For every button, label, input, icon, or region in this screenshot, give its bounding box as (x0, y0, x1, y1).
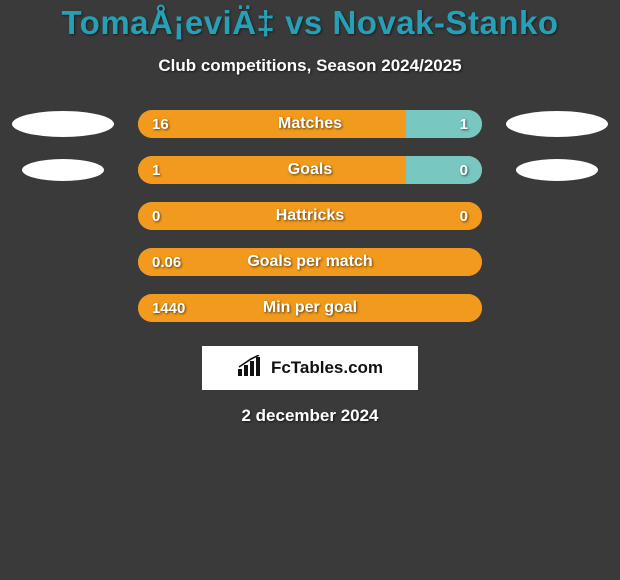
player-ellipse-right (506, 111, 608, 137)
player-ellipse-right (516, 159, 598, 181)
stat-value-left: 0 (152, 202, 160, 230)
stat-bar: Min per goal1440 (138, 294, 482, 322)
ellipse-slot-right (502, 159, 612, 181)
stat-value-right: 0 (460, 202, 468, 230)
stat-value-right: 1 (460, 110, 468, 138)
bar-left-segment (138, 294, 482, 322)
bar-right-segment (406, 110, 482, 138)
date-text: 2 december 2024 (0, 406, 620, 426)
stat-bar: Goals10 (138, 156, 482, 184)
bar-left-segment (138, 248, 482, 276)
stat-row: Min per goal1440 (0, 294, 620, 322)
stat-row: Goals per match0.06 (0, 248, 620, 276)
comparison-card: TomaÅ¡eviÄ‡ vs Novak-Stanko Club competi… (0, 0, 620, 580)
stat-row: Matches161 (0, 110, 620, 138)
stat-bar: Goals per match0.06 (138, 248, 482, 276)
bar-left-segment (138, 202, 482, 230)
ellipse-slot-left (8, 111, 118, 137)
ellipse-slot-right (502, 111, 612, 137)
ellipse-slot-left (8, 159, 118, 181)
bar-left-segment (138, 110, 406, 138)
brand-badge: FcTables.com (202, 346, 418, 390)
bar-chart-icon (237, 355, 265, 382)
stat-value-left: 1 (152, 156, 160, 184)
stats-container: Matches161Goals10Hattricks00Goals per ma… (0, 110, 620, 322)
bar-right-segment (406, 156, 482, 184)
stat-bar: Hattricks00 (138, 202, 482, 230)
stat-row: Hattricks00 (0, 202, 620, 230)
player-ellipse-left (12, 111, 114, 137)
bar-left-segment (138, 156, 406, 184)
brand-text: FcTables.com (271, 358, 383, 378)
stat-value-left: 0.06 (152, 248, 181, 276)
stat-value-left: 1440 (152, 294, 185, 322)
stat-value-right: 0 (460, 156, 468, 184)
player-ellipse-left (22, 159, 104, 181)
page-subtitle: Club competitions, Season 2024/2025 (0, 56, 620, 76)
page-title: TomaÅ¡eviÄ‡ vs Novak-Stanko (0, 4, 620, 42)
stat-bar: Matches161 (138, 110, 482, 138)
stat-row: Goals10 (0, 156, 620, 184)
stat-value-left: 16 (152, 110, 169, 138)
